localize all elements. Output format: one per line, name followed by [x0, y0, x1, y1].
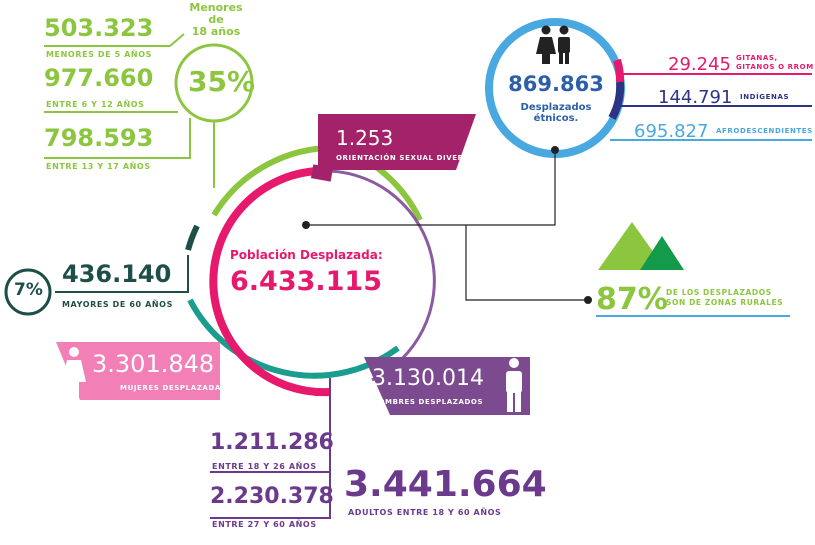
ring-women-arc	[209, 167, 331, 397]
minors-item-2-value: 798.593	[44, 124, 154, 152]
adults-item-1-label: ENTRE 27 Y 60 AÑOS	[212, 520, 317, 529]
women-banner	[56, 342, 220, 400]
minors-percent: 35%	[188, 65, 256, 98]
woman-icon	[62, 347, 86, 400]
adults-total-value: 3.441.664	[344, 464, 547, 505]
ethnic-label: Desplazados étnicos.	[520, 102, 592, 124]
minors-title: Menores de 18 años	[189, 1, 243, 38]
ethnic-item-0-value: 29.245	[668, 54, 731, 75]
minors-item-1-label: ENTRE 6 Y 12 AÑOS	[46, 100, 145, 109]
minors-item-1-value: 977.660	[44, 64, 154, 92]
adults-item-0-label: ENTRE 18 Y 26 AÑOS	[212, 462, 317, 471]
minors-item-0-value: 503.323	[44, 14, 154, 42]
men-label: HOMBRES DESPLAZADOS	[372, 398, 484, 406]
women-value: 3.301.848	[92, 350, 215, 378]
diverse-label: ORIENTACIÓN SEXUAL DIVERSA	[336, 154, 476, 162]
ethnic-item-2-label: AFRODESCENDIENTES	[716, 127, 813, 135]
men-value: 3.130.014	[372, 366, 484, 391]
elderly-label: MAYORES DE 60 AÑOS	[62, 300, 173, 309]
center-title: Población Desplazada:	[230, 248, 383, 262]
ethnic-item-1-value: 144.791	[658, 87, 733, 108]
rural-label: DE LOS DESPLAZADOS SON DE ZONAS RURALES	[666, 288, 784, 307]
ethnic-item-1-label: INDÍGENAS	[740, 93, 790, 101]
elderly-percent-circle	[4, 268, 52, 316]
rural-percent: 87%	[596, 282, 668, 317]
ethnic-value: 869.863	[508, 72, 604, 96]
elderly-value: 436.140	[62, 260, 172, 288]
elderly-percent: 7%	[14, 280, 43, 300]
adults-item-0-value: 1.211.286	[210, 430, 334, 455]
diverse-banner	[318, 114, 476, 170]
mountains-icon	[598, 222, 684, 270]
man-icon	[506, 358, 522, 412]
ethnic-item-2-value: 695.827	[634, 121, 709, 142]
center-value: 6.433.115	[229, 266, 383, 297]
diverse-value: 1.253	[336, 126, 394, 150]
men-banner	[364, 357, 530, 415]
ethnic-item-0-label: GITANAS, GITANOS O RROM	[736, 54, 814, 71]
minors-item-2-label: ENTRE 13 Y 17 AÑOS	[46, 162, 151, 171]
adults-item-1-value: 2.230.378	[210, 484, 334, 509]
women-label: MUJERES DESPLAZADAS	[120, 384, 227, 392]
ring-men-arc	[329, 169, 436, 382]
minors-item-0-label: MENORES DE 5 AÑOS	[46, 50, 152, 59]
adults-total-label: ADULTOS ENTRE 18 Y 60 AÑOS	[348, 508, 502, 517]
couple-icon	[536, 25, 570, 64]
